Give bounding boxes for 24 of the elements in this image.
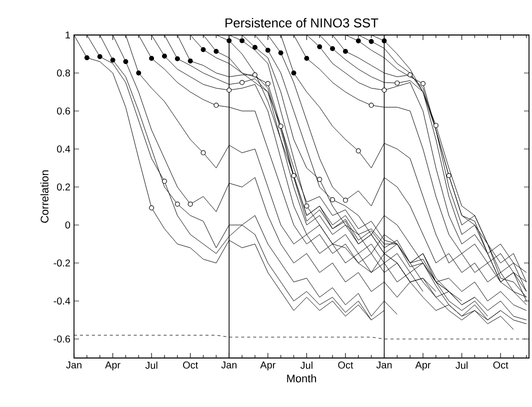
y-tick-label: 0.2 — [57, 183, 70, 191]
y-tick-label: -0.4 — [54, 297, 70, 305]
y-tick-label: -0.2 — [54, 259, 70, 267]
x-tick-label: Oct — [183, 362, 198, 369]
y-axis-title: Correlation — [40, 170, 48, 223]
y-tick-label: 0 — [65, 221, 70, 229]
x-tick-label: Jul — [145, 362, 158, 369]
x-tick-label: Jul — [456, 362, 468, 369]
y-tick-label: 0.8 — [57, 69, 70, 77]
y-tick-label: 0.6 — [57, 107, 70, 115]
y-tick-label: 1 — [66, 32, 70, 38]
chart-title: Persistence of NINO3 SST — [226, 18, 378, 28]
x-tick-label: Oct — [493, 362, 508, 369]
x-axis-title: Month — [287, 374, 316, 382]
x-tick-label: Apr — [415, 362, 431, 370]
x-tick-label: Apr — [260, 362, 276, 370]
y-tick-label: -0.6 — [54, 335, 70, 343]
x-tick-label: Apr — [105, 362, 120, 370]
x-tick-label: Jan — [221, 362, 236, 368]
x-tick-label: Jul — [300, 362, 312, 369]
x-tick-label: Oct — [338, 362, 354, 369]
x-tick-label: Jan — [66, 362, 82, 368]
y-tick-label: 0.4 — [57, 145, 70, 153]
x-tick-label: Jan — [376, 362, 392, 368]
